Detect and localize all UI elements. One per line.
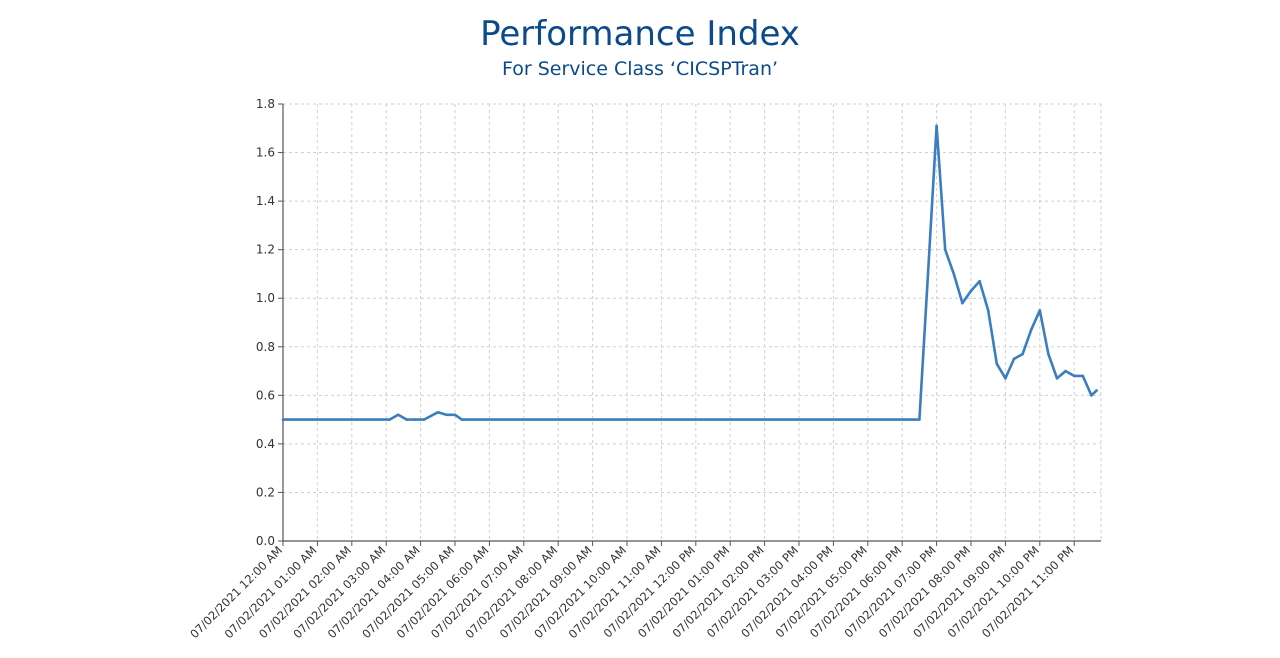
data-point bbox=[1029, 328, 1033, 332]
data-point bbox=[1072, 374, 1076, 378]
data-point bbox=[281, 418, 285, 421]
data-point bbox=[969, 289, 973, 293]
y-tick-label: 0.0 bbox=[256, 534, 275, 548]
data-point bbox=[978, 279, 981, 283]
data-point bbox=[1004, 377, 1007, 380]
grid bbox=[283, 103, 1102, 542]
data-point bbox=[1012, 357, 1016, 361]
data-point bbox=[414, 418, 417, 421]
data-point bbox=[445, 413, 448, 417]
data-point bbox=[1064, 369, 1067, 373]
y-tick-label: 1.8 bbox=[256, 97, 275, 111]
data-point bbox=[943, 248, 947, 251]
y-tick-label: 1.2 bbox=[256, 243, 275, 257]
y-tick-label: 1.6 bbox=[256, 146, 275, 160]
data-point bbox=[926, 272, 930, 276]
data-point bbox=[453, 413, 457, 417]
axes bbox=[282, 104, 1101, 542]
data-point bbox=[935, 124, 938, 128]
data-point bbox=[1021, 352, 1024, 356]
data-point bbox=[396, 413, 400, 417]
data-point bbox=[1090, 394, 1093, 397]
chart-subtitle: For Service Class ‘CICSPTran’ bbox=[501, 58, 779, 80]
y-tick-label: 1.4 bbox=[256, 194, 275, 208]
y-axis-ticks: 0.0 0.2 0.4 0.6 0.8 1.0 1.2 1.4 1.6 1.8 bbox=[256, 97, 283, 548]
data-point bbox=[918, 418, 921, 421]
data-point bbox=[1038, 309, 1042, 312]
y-tick-label: 0.6 bbox=[256, 388, 275, 402]
data-point bbox=[1081, 374, 1085, 378]
data-point bbox=[405, 418, 409, 421]
data-point bbox=[460, 418, 464, 421]
data-point bbox=[961, 301, 964, 305]
data-point bbox=[986, 309, 990, 312]
y-tick-label: 1.0 bbox=[256, 291, 275, 305]
data-point bbox=[422, 418, 426, 421]
chart-title: Performance Index bbox=[480, 14, 800, 54]
y-tick-label: 0.4 bbox=[256, 437, 275, 451]
y-tick-label: 0.8 bbox=[256, 340, 275, 354]
data-point bbox=[995, 362, 999, 366]
data-point bbox=[1055, 377, 1059, 380]
y-tick-label: 0.2 bbox=[256, 485, 275, 499]
data-point bbox=[436, 411, 440, 414]
data-point bbox=[952, 272, 956, 276]
series-line bbox=[283, 124, 1098, 421]
data-point bbox=[1047, 352, 1050, 356]
data-point bbox=[1095, 389, 1098, 392]
data-point bbox=[388, 418, 391, 421]
series bbox=[281, 124, 1098, 421]
